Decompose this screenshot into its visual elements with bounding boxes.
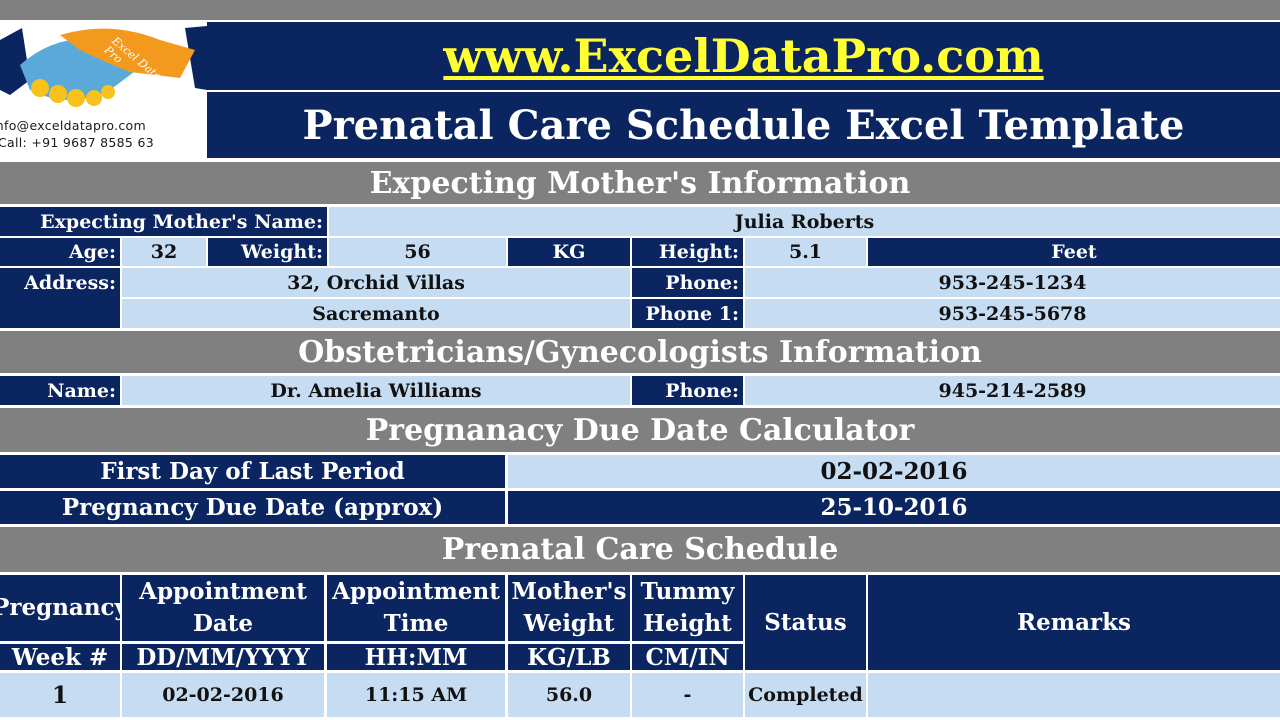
col-unit-date: DD/MM/YYYY (122, 644, 324, 670)
col-header-time: Appointment Time (327, 575, 505, 641)
logo-email: info@exceldatapro.com (0, 118, 146, 133)
table-row-date[interactable]: 02-02-2016 (122, 673, 324, 717)
weight-unit: KG (508, 238, 630, 266)
due-date-value: 25-10-2016 (508, 491, 1280, 524)
col-header-tummy: Tummy Height (632, 575, 743, 641)
table-row-status[interactable]: Completed (745, 673, 866, 717)
website-banner: www.ExcelDataPro.com (207, 22, 1280, 90)
col-header-weight-title2: Weight (523, 610, 615, 637)
height-unit: Feet (868, 238, 1280, 266)
website-link[interactable]: www.ExcelDataPro.com (443, 29, 1044, 83)
first-day-label: First Day of Last Period (0, 455, 505, 488)
address-line2[interactable]: Sacremanto (122, 299, 630, 328)
col-header-date-title: Appointment (139, 578, 307, 605)
phone-label: Phone: (632, 268, 743, 297)
phone-value[interactable]: 953-245-1234 (745, 268, 1280, 297)
mother-name-value[interactable]: Julia Roberts (329, 207, 1280, 236)
col-unit-time: HH:MM (327, 644, 505, 670)
col-header-time-title2: Time (383, 610, 449, 637)
weight-label: Weight: (208, 238, 327, 266)
first-day-value[interactable]: 02-02-2016 (508, 455, 1280, 488)
logo-phone: Call: +91 9687 8585 63 (0, 135, 154, 150)
age-label: Age: (0, 238, 120, 266)
phone1-label: Phone 1: (632, 299, 743, 328)
address-label: Address: (0, 268, 120, 328)
col-header-weight: Mother's Weight (508, 575, 630, 641)
col-header-date-title2: Date (192, 610, 254, 637)
schedule-section-heading: Prenatal Care Schedule (0, 527, 1280, 572)
mother-section-heading: Expecting Mother's Information (0, 162, 1280, 204)
col-unit-weight: KG/LB (508, 644, 630, 670)
table-row-tummy[interactable]: - (632, 673, 743, 717)
col-header-date: Appointment Date (122, 575, 324, 641)
page-title: Prenatal Care Schedule Excel Template (207, 92, 1280, 158)
phone1-value[interactable]: 953-245-5678 (745, 299, 1280, 328)
col-header-time-title: Appointment (332, 578, 500, 605)
due-date-section-heading: Pregnanacy Due Date Calculator (0, 408, 1280, 452)
obgyn-name-value[interactable]: Dr. Amelia Williams (122, 376, 630, 405)
obgyn-name-label: Name: (0, 376, 120, 405)
table-row-week[interactable]: 1 (0, 673, 120, 717)
height-label: Height: (632, 238, 743, 266)
col-header-tummy-title: Tummy (640, 578, 735, 605)
mother-name-label: Expecting Mother's Name: (0, 207, 327, 236)
col-unit-week: Week # (0, 644, 120, 670)
col-header-status-title: Status (764, 608, 847, 636)
table-row-time[interactable]: 11:15 AM (327, 673, 505, 717)
col-header-weight-title: Mother's (511, 578, 627, 605)
top-strip (0, 0, 1280, 20)
table-row-remarks[interactable] (868, 673, 1280, 717)
table-row-weight[interactable]: 56.0 (508, 673, 630, 717)
logo: Excel Data Pro info@exceldatapro.com Cal… (0, 20, 207, 160)
age-value[interactable]: 32 (122, 238, 206, 266)
obgyn-phone-label: Phone: (632, 376, 743, 405)
col-header-status: Status (745, 575, 866, 670)
obgyn-section-heading: Obstetricians/Gynecologists Information (0, 331, 1280, 373)
col-header-remarks: Remarks (868, 575, 1280, 670)
col-header-remarks-title: Remarks (1017, 608, 1131, 636)
weight-value[interactable]: 56 (329, 238, 506, 266)
due-date-label: Pregnancy Due Date (approx) (0, 491, 505, 524)
col-header-tummy-title2: Height (643, 610, 732, 637)
col-header-week: Pregnancy (0, 575, 120, 641)
obgyn-phone-value[interactable]: 945-214-2589 (745, 376, 1280, 405)
col-unit-tummy: CM/IN (632, 644, 743, 670)
address-line1[interactable]: 32, Orchid Villas (122, 268, 630, 297)
col-header-week-title: Pregnancy (0, 594, 120, 621)
height-value[interactable]: 5.1 (745, 238, 866, 266)
handshake-logo-icon (0, 26, 207, 107)
